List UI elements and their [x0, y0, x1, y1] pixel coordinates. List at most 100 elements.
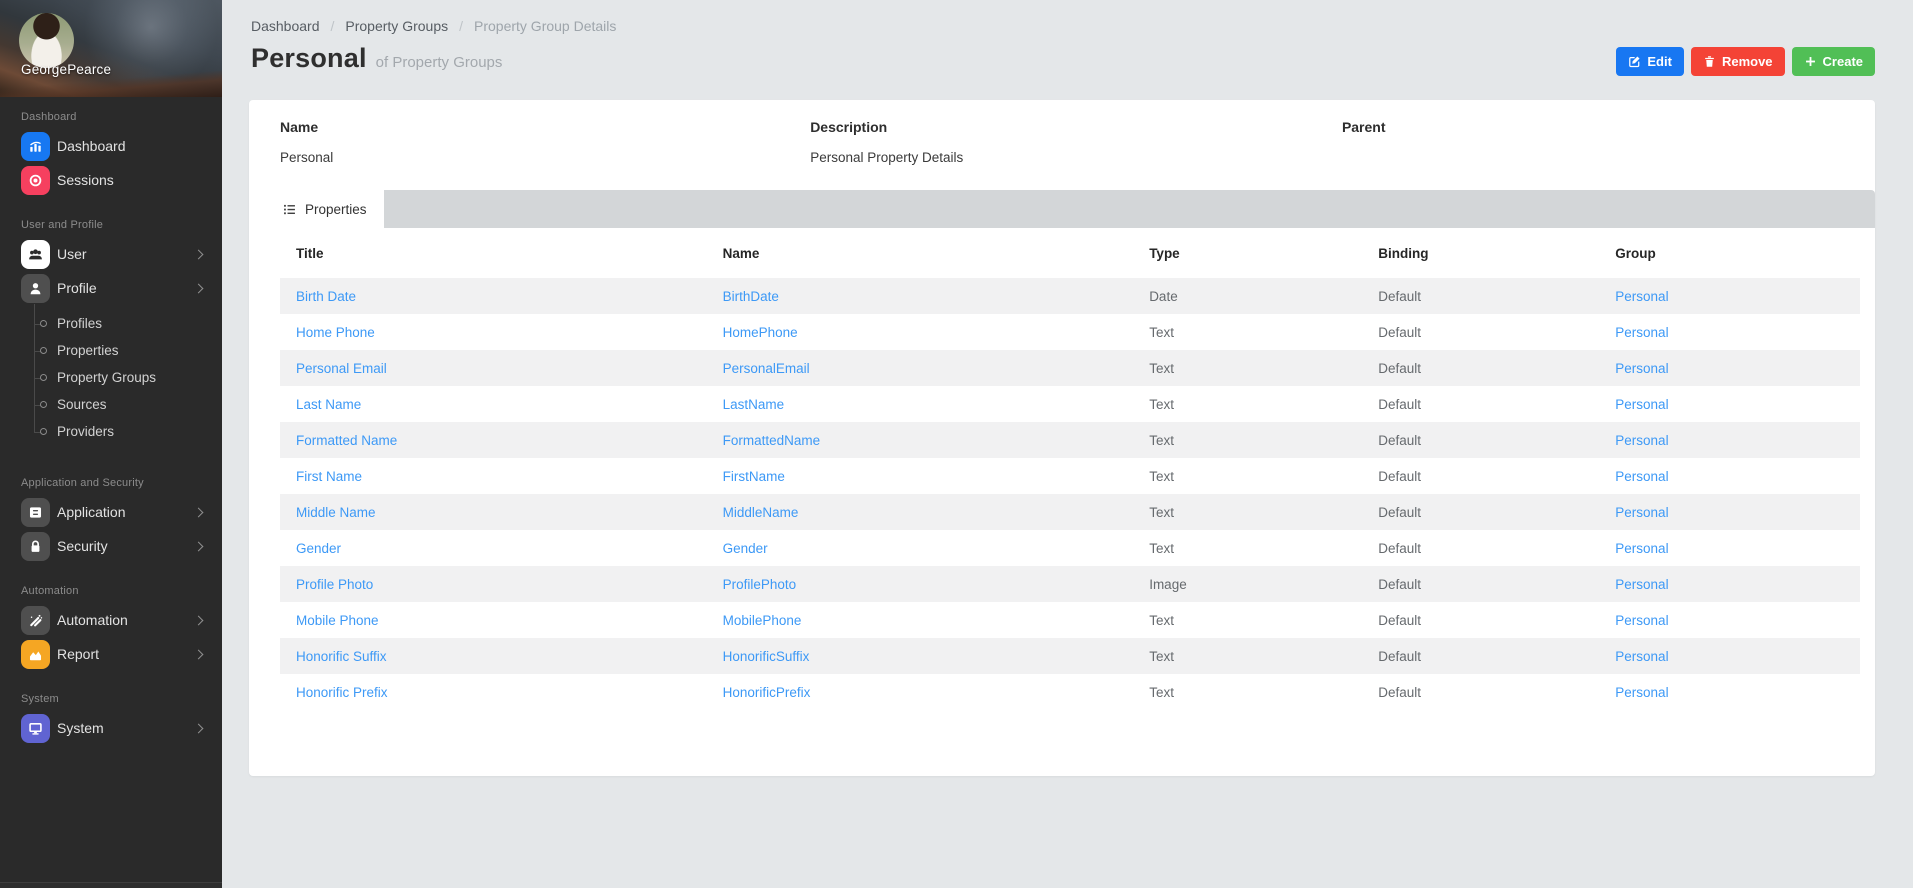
cell-binding: Default [1378, 360, 1422, 376]
system-icon [21, 713, 50, 743]
sidebar-item-label: Profile [57, 280, 97, 296]
cell-link-name[interactable]: FirstName [722, 468, 785, 484]
tab-bar: Properties [280, 190, 1875, 228]
cell-link-name[interactable]: PersonalEmail [722, 360, 810, 376]
sidebar-item-system[interactable]: System [0, 711, 222, 745]
cell-link-group[interactable]: Personal [1615, 468, 1669, 484]
table-row: Birth Date BirthDate Date Default Personal [280, 278, 1860, 314]
cell-link-name[interactable]: ProfilePhoto [722, 576, 797, 592]
cell-link-group[interactable]: Personal [1615, 648, 1669, 664]
cell-link-group[interactable]: Personal [1615, 684, 1669, 700]
cell-link-title[interactable]: Honorific Prefix [296, 684, 388, 700]
sidebar-item-automation[interactable]: Automation [0, 603, 222, 637]
sidebar-item-security[interactable]: Security [0, 529, 222, 563]
cell-link-title[interactable]: Gender [296, 540, 342, 556]
sidebar-section-automation: Automation Automation Report [0, 585, 222, 671]
cell-link-title[interactable]: Personal Email [296, 360, 387, 376]
cell-link-name[interactable]: LastName [722, 396, 785, 412]
tab-properties[interactable]: Properties [280, 190, 384, 228]
remove-button[interactable]: Remove [1690, 47, 1785, 76]
create-button[interactable]: Create [1791, 47, 1875, 76]
cell-link-title[interactable]: Birth Date [296, 288, 357, 304]
breadcrumb-item-property-group-details: Property Group Details [474, 18, 617, 34]
edit-button[interactable]: Edit [1616, 47, 1684, 76]
breadcrumb-item-property-groups[interactable]: Property Groups [345, 18, 449, 34]
table-row: Middle Name MiddleName Text Default Personal [280, 494, 1860, 530]
sidebar-section-label: Automation [21, 585, 79, 597]
cell-link-title[interactable]: First Name [296, 468, 363, 484]
cell-link-title[interactable]: Mobile Phone [296, 612, 379, 628]
sidebar-subitem-property-groups[interactable]: Property Groups [34, 364, 222, 391]
sidebar-item-sessions[interactable]: Sessions [0, 163, 222, 197]
cell-link-name[interactable]: FormattedName [722, 432, 821, 448]
sidebar-item-application[interactable]: Application [0, 495, 222, 529]
user-icon [21, 239, 50, 269]
bullet-icon [40, 401, 47, 408]
sidebar-section-label: Dashboard [21, 111, 77, 123]
sidebar-item-dashboard[interactable]: Dashboard [0, 129, 222, 163]
cell-type: Text [1149, 648, 1174, 664]
sidebar-item-user[interactable]: User [0, 237, 222, 271]
sidebar-header-photo: GeorgePearce [0, 0, 222, 97]
cell-link-name[interactable]: HonorificSuffix [722, 648, 810, 664]
cell-link-group[interactable]: Personal [1615, 540, 1669, 556]
cell-link-name[interactable]: MobilePhone [722, 612, 802, 628]
sidebar-subitem-providers[interactable]: Providers [34, 418, 222, 445]
cell-link-name[interactable]: HonorificPrefix [722, 684, 811, 700]
sidebar-subitem-label: Providers [57, 424, 115, 439]
sidebar-subitem-properties[interactable]: Properties [34, 337, 222, 364]
field-label-parent: Parent [1341, 119, 1386, 135]
cell-type: Text [1149, 468, 1174, 484]
cell-link-group[interactable]: Personal [1615, 324, 1669, 340]
cell-binding: Default [1378, 540, 1422, 556]
cell-type: Text [1149, 432, 1174, 448]
table-header-row: Title Name Type Binding Group [280, 228, 1860, 278]
cell-link-title[interactable]: Honorific Suffix [296, 648, 387, 664]
sidebar-section-dashboard: Dashboard Dashboard Sessions [0, 111, 222, 197]
breadcrumb-separator: / [330, 18, 335, 34]
breadcrumb-item-dashboard[interactable]: Dashboard [251, 18, 320, 34]
tree-line [34, 304, 35, 432]
cell-link-group[interactable]: Personal [1615, 504, 1669, 520]
table-row: Honorific Prefix HonorificPrefix Text Defau… [280, 674, 1860, 710]
cell-link-title[interactable]: Last Name [296, 396, 362, 412]
cell-link-group[interactable]: Personal [1615, 360, 1669, 376]
cell-link-name[interactable]: HomePhone [722, 324, 798, 340]
sidebar-subitem-profiles[interactable]: Profiles [34, 310, 222, 337]
cell-type: Text [1149, 612, 1174, 628]
cell-link-title[interactable]: Home Phone [296, 324, 375, 340]
user-avatar[interactable] [19, 13, 74, 68]
cell-link-group[interactable]: Personal [1615, 432, 1669, 448]
cell-binding: Default [1378, 468, 1422, 484]
sidebar-subitem-label: Profiles [57, 316, 103, 331]
bullet-icon [40, 347, 47, 354]
bullet-icon [40, 428, 47, 435]
column-header-title: Title [296, 245, 324, 261]
cell-link-title[interactable]: Profile Photo [296, 576, 374, 592]
cell-link-title[interactable]: Middle Name [296, 504, 376, 520]
cell-link-name[interactable]: MiddleName [722, 504, 799, 520]
main-content: Dashboard / Property Groups / Property Group… [222, 0, 1913, 888]
sidebar-item-profile[interactable]: Profile [0, 271, 222, 305]
cell-link-name[interactable]: Gender [722, 540, 768, 556]
cell-binding: Default [1378, 288, 1422, 304]
cell-link-group[interactable]: Personal [1615, 612, 1669, 628]
profile-icon [21, 273, 50, 303]
page-header: Personal of Property Groups Edit Remove … [251, 43, 1875, 76]
sidebar-item-report[interactable]: Report [0, 637, 222, 671]
cell-link-group[interactable]: Personal [1615, 288, 1669, 304]
breadcrumb-separator: / [459, 18, 463, 34]
sidebar-subitem-sources[interactable]: Sources [34, 391, 222, 418]
cell-binding: Default [1378, 648, 1422, 664]
application-icon [21, 497, 50, 527]
bullet-icon [40, 374, 47, 381]
report-icon [21, 639, 50, 669]
cell-link-group[interactable]: Personal [1615, 396, 1669, 412]
cell-link-name[interactable]: BirthDate [722, 288, 779, 304]
cell-link-group[interactable]: Personal [1615, 576, 1669, 592]
cell-type: Text [1149, 324, 1174, 340]
chevron-right-icon [193, 507, 204, 517]
list-icon [282, 202, 297, 217]
cell-link-title[interactable]: Formatted Name [296, 432, 398, 448]
cell-type: Text [1149, 684, 1174, 700]
